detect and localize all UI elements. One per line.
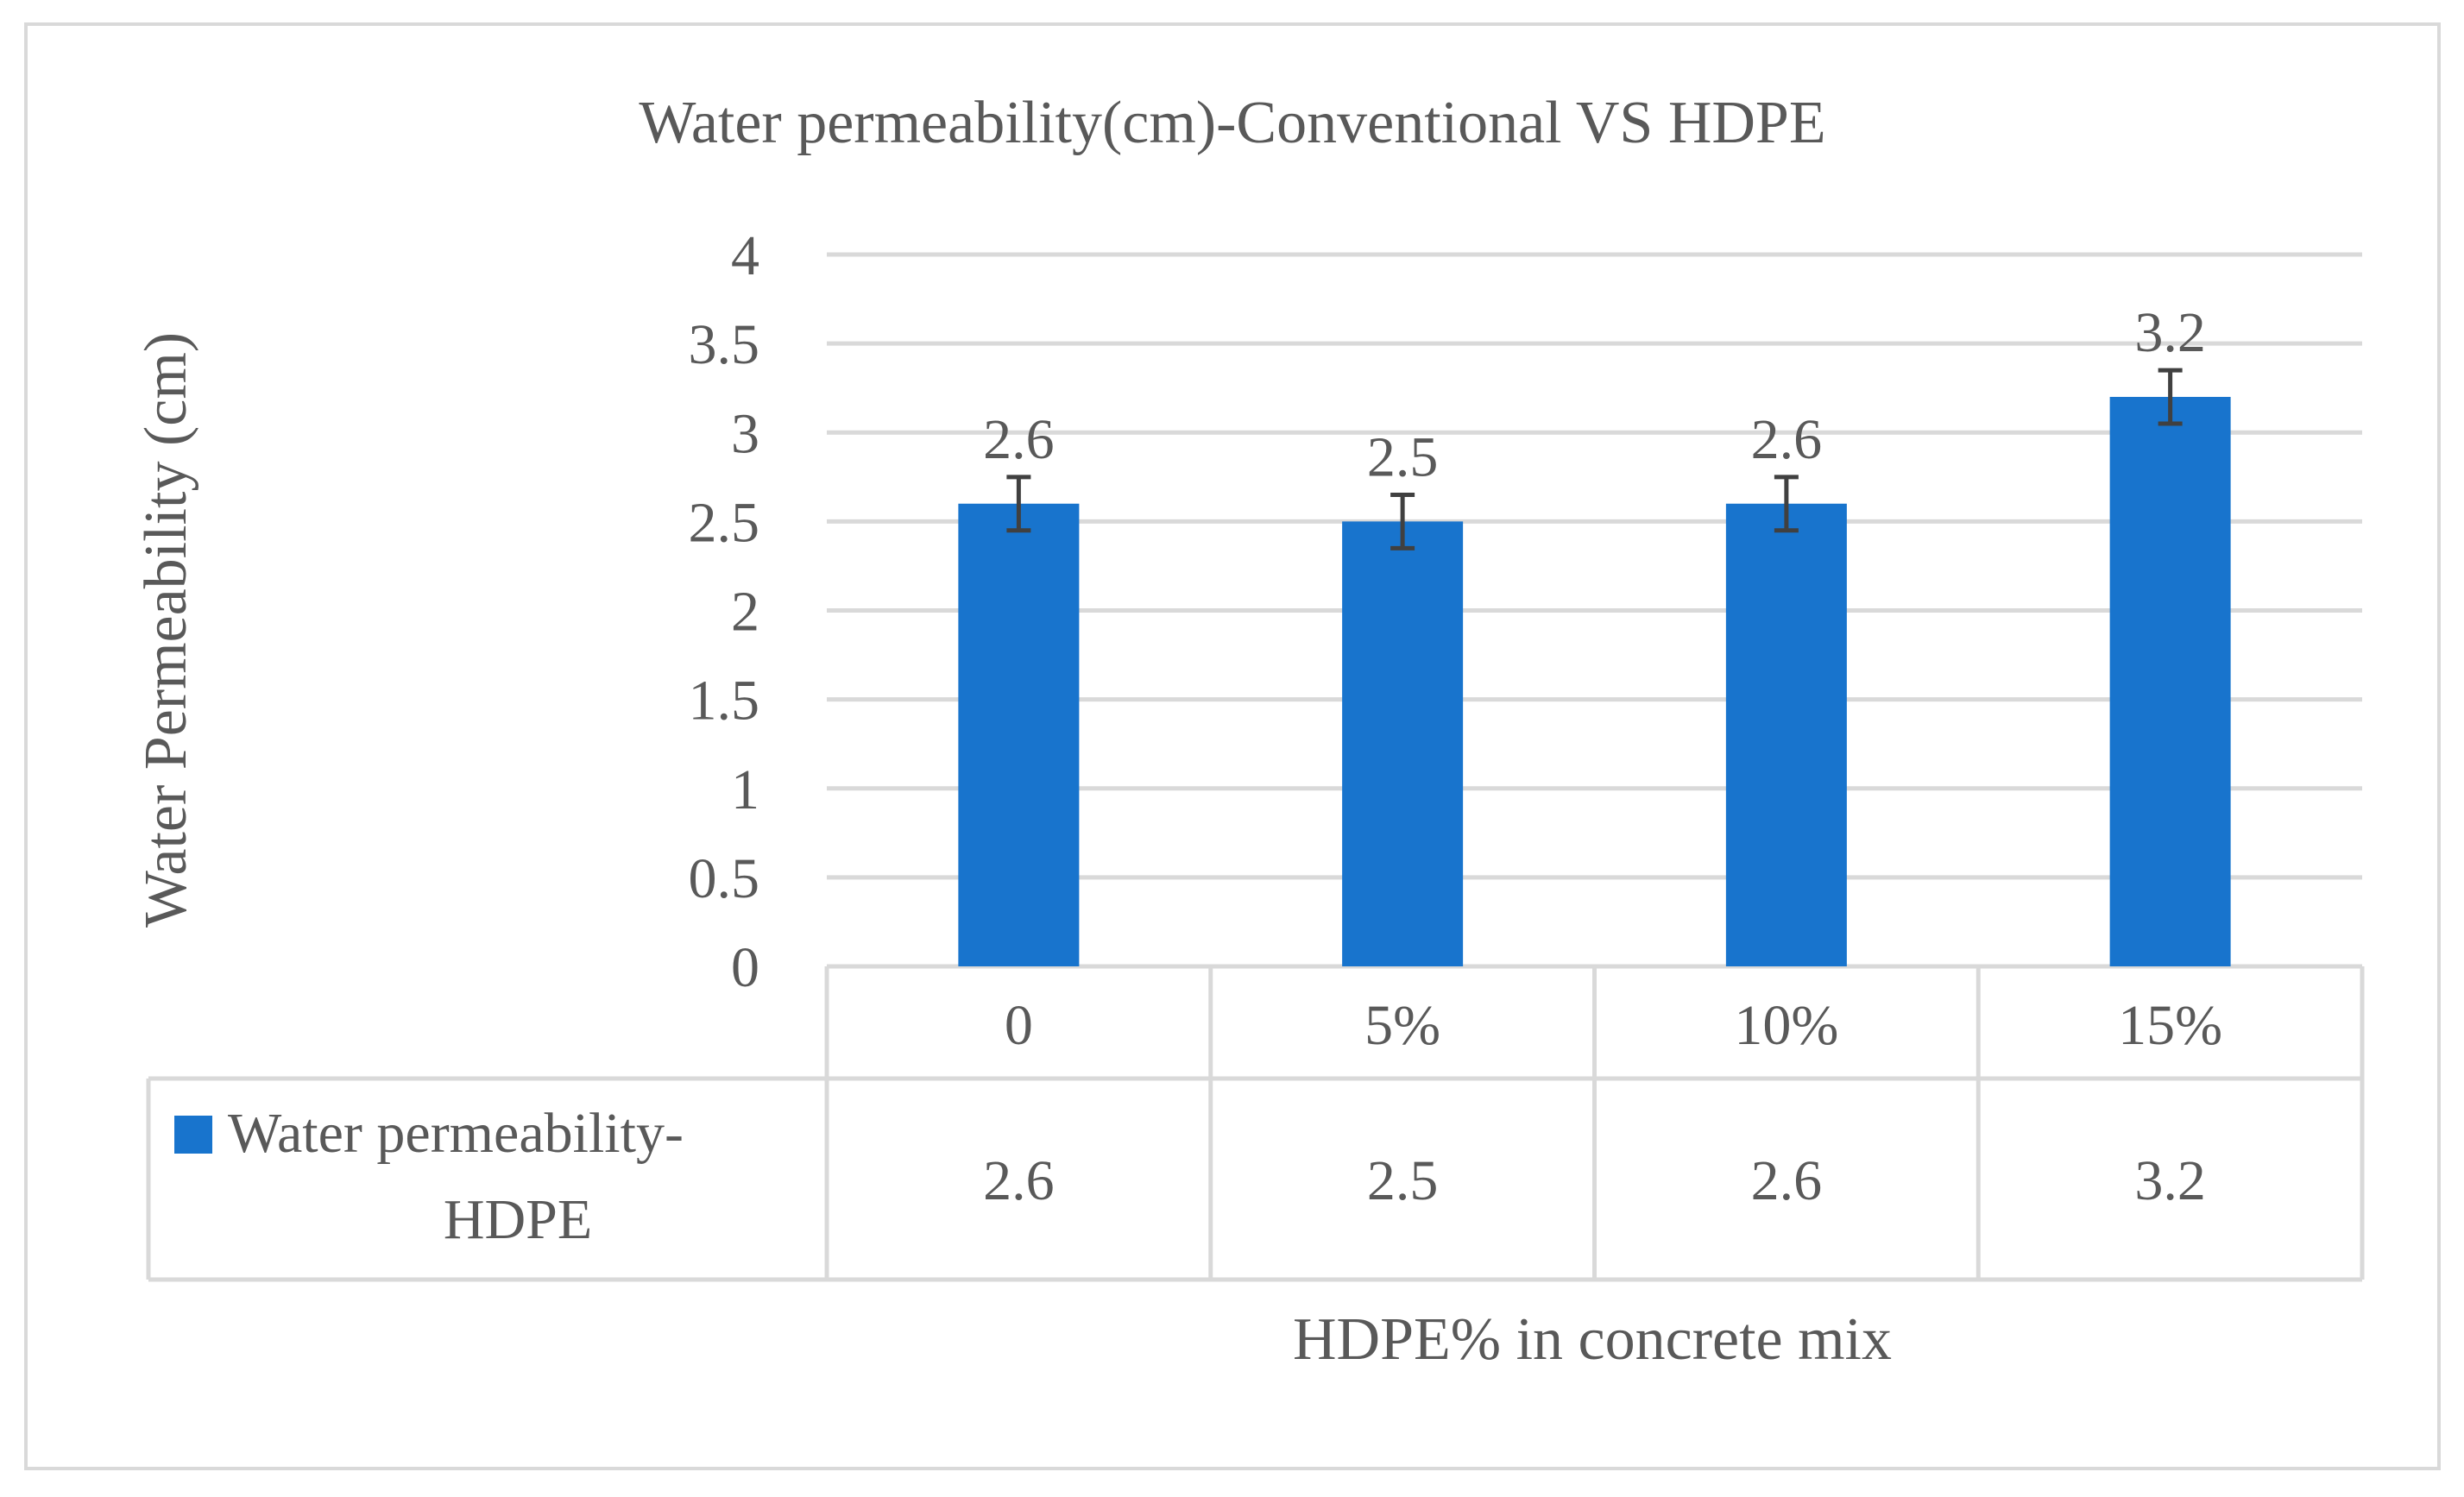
x-category-label: 0 — [1005, 994, 1033, 1057]
chart-frame — [24, 22, 2441, 1470]
error-bar — [1390, 492, 1415, 550]
table-value: 2.5 — [1367, 1149, 1439, 1212]
data-label: 2.6 — [1751, 408, 1823, 471]
y-tick-label: 1 — [731, 758, 759, 821]
data-label: 2.6 — [983, 408, 1055, 471]
x-category-label: 10% — [1734, 994, 1838, 1057]
y-tick-label: 1.5 — [689, 670, 760, 733]
table-value: 3.2 — [2134, 1149, 2206, 1212]
error-bar — [1006, 475, 1031, 533]
chart-title: Water permeability(cm)-Conventional VS H… — [639, 90, 1825, 156]
data-label: 3.2 — [2134, 301, 2206, 364]
y-axis-label: Water Permeability (cm) — [133, 332, 199, 928]
bar-5% — [1342, 521, 1464, 966]
bar-10% — [1725, 503, 1847, 966]
data-label: 2.5 — [1367, 425, 1439, 488]
table-value: 2.6 — [983, 1149, 1055, 1212]
bar-15% — [2109, 397, 2231, 966]
error-bar — [2158, 368, 2183, 426]
y-tick-label: 0 — [731, 936, 759, 999]
x-category-label: 5% — [1364, 994, 1440, 1057]
legend-label-line-2: HDPE — [444, 1188, 592, 1251]
y-tick-label: 0.5 — [689, 847, 760, 910]
y-tick-label: 3 — [731, 402, 759, 465]
legend-swatch — [174, 1116, 212, 1154]
y-tick-label: 2.5 — [689, 491, 760, 554]
bar-0 — [958, 503, 1080, 966]
x-category-label: 15% — [2118, 994, 2222, 1057]
x-axis-label: HDPE% in concrete mix — [1293, 1306, 1892, 1373]
error-bar — [1774, 475, 1799, 533]
y-tick-label: 4 — [731, 224, 759, 287]
legend-label-line-1: Water permeability- — [228, 1102, 684, 1165]
table-value: 2.6 — [1751, 1149, 1823, 1212]
y-tick-label: 3.5 — [689, 313, 760, 376]
y-tick-label: 2 — [731, 581, 759, 644]
